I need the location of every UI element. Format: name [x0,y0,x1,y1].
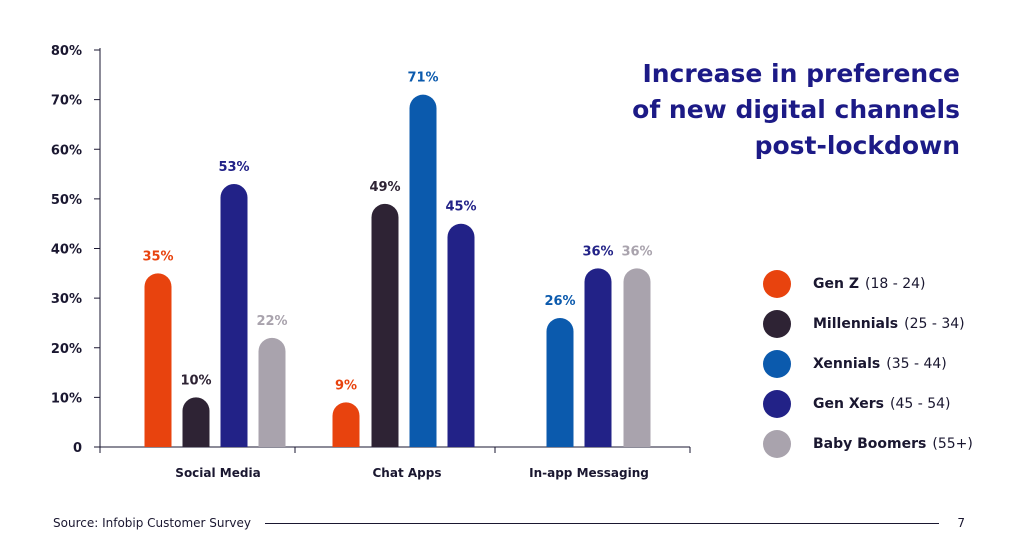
data-label: 35% [142,249,173,264]
chart-title-line-3: post-lockdown [754,131,960,160]
data-label: 10% [180,373,211,388]
legend-swatch [763,430,791,458]
legend-age-range: (45 - 54) [889,396,951,412]
legend-item-millennials: Millennials (25 - 34) [763,304,973,344]
legend-label: Millennials [813,316,899,332]
data-label: 36% [621,244,652,259]
footer: Source: Infobip Customer Survey 7 [53,513,965,533]
legend-item-baby-boomers: Baby Boomers (55+) [763,424,973,464]
legend-item-gen-z: Gen Z (18 - 24) [763,264,973,304]
legend-swatch [763,350,791,378]
legend-swatch [763,390,791,418]
chart-title-line-2: of new digital channels [632,95,960,124]
footer-divider [265,522,940,524]
bar [623,268,651,447]
y-tick-label: 50% [51,193,82,208]
y-tick-label: 30% [51,292,82,307]
chart-title: Increase in preference of new digital ch… [632,56,960,164]
page-number: 7 [957,516,965,530]
data-label: 22% [256,314,287,329]
y-tick-label: 40% [51,243,82,258]
legend-age-range: (55+) [932,436,973,452]
legend-swatch [763,270,791,298]
legend-label: Gen Z [813,276,859,292]
bar [258,337,286,447]
bar [447,223,475,447]
legend-age-range: (35 - 44) [886,356,947,372]
x-category-label: Social Media [175,466,260,480]
y-tick-label: 20% [51,342,82,357]
data-label: 9% [335,378,357,393]
bar [584,268,612,447]
legend-label: Xennials [813,356,881,372]
legend-item-xennials: Xennials (35 - 44) [763,344,973,384]
data-label: 36% [582,244,613,259]
data-label: 53% [218,160,249,175]
legend-swatch [763,310,791,338]
bar [546,317,574,447]
legend-label: Gen Xers [813,396,884,412]
legend-age-range: (18 - 24) [864,276,926,292]
data-label: 71% [407,71,438,86]
legend-item-gen-xers: Gen Xers (45 - 54) [763,384,973,424]
bar [332,402,360,447]
legend-label: Baby Boomers [813,436,927,452]
bar [409,94,437,447]
data-label: 49% [369,180,400,195]
chart-title-line-1: Increase in preference [642,59,960,88]
y-tick-label: 10% [51,391,82,406]
y-tick-label: 0 [73,441,82,456]
data-label: 26% [544,294,575,309]
bar [144,273,172,447]
y-tick-label: 60% [51,143,82,158]
y-tick-label: 80% [51,44,82,59]
bar [371,203,399,447]
y-tick-label: 70% [51,94,82,109]
bar [220,183,248,448]
data-label: 45% [445,200,476,215]
source-note: Source: Infobip Customer Survey [53,516,252,530]
legend-age-range: (25 - 34) [904,316,965,332]
bar [182,397,210,447]
x-category-label: Chat Apps [373,466,442,480]
legend: Gen Z (18 - 24) Millennials (25 - 34) Xe… [763,264,973,464]
x-category-label: In-app Messaging [529,466,649,480]
